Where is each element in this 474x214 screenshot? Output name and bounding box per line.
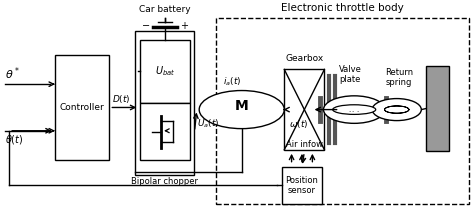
Text: $D(t)$: $D(t)$ (112, 93, 130, 105)
Text: $\omega(t)$: $\omega(t)$ (289, 118, 308, 130)
Text: $\cdot\cdot\cdot$: $\cdot\cdot\cdot$ (348, 107, 360, 113)
Text: Position
sensor: Position sensor (285, 175, 319, 195)
Circle shape (323, 96, 385, 123)
Text: $\theta(t)$: $\theta(t)$ (5, 133, 24, 146)
Text: Bipolar chopper: Bipolar chopper (131, 177, 199, 186)
Text: Car battery: Car battery (139, 5, 191, 14)
Text: Valve
plate: Valve plate (339, 65, 362, 84)
Text: $\theta^*$: $\theta^*$ (5, 65, 20, 82)
Circle shape (199, 91, 284, 129)
Text: $i_a(t)$: $i_a(t)$ (223, 76, 241, 88)
Text: Electronic throttle body: Electronic throttle body (281, 3, 403, 13)
Bar (136, 31, 194, 175)
Bar (284, 69, 324, 150)
Text: −: − (142, 21, 150, 31)
Bar (216, 18, 469, 204)
Text: Return
spring: Return spring (385, 68, 413, 87)
Text: $U_a(t)$: $U_a(t)$ (197, 117, 219, 130)
Text: +: + (180, 21, 188, 31)
Text: Air infow: Air infow (286, 140, 323, 149)
Text: Gearbox: Gearbox (285, 54, 323, 63)
Bar (55, 55, 109, 160)
Text: Controller: Controller (60, 103, 105, 112)
Bar (140, 103, 190, 160)
Bar (140, 40, 190, 103)
Text: M: M (235, 100, 248, 113)
Text: $U_{bat}$: $U_{bat}$ (155, 65, 175, 78)
Ellipse shape (333, 105, 376, 114)
Bar (426, 66, 449, 151)
Circle shape (372, 99, 421, 121)
Bar (282, 167, 322, 204)
